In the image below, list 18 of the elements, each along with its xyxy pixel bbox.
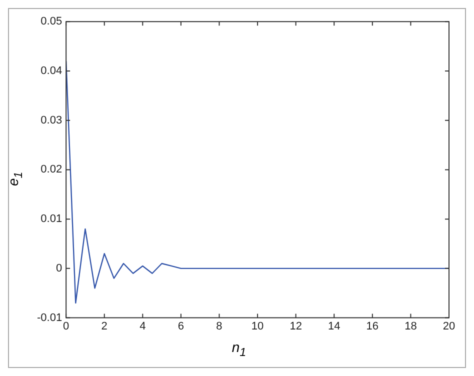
x-axis-title: n$_{1}$ (230, 339, 248, 359)
x-tick-label: 14 (328, 320, 340, 332)
y-tick-label: 0.04 (40, 65, 62, 77)
y-tick-label: 0.03 (40, 114, 62, 126)
x-tick-label: 2 (101, 320, 108, 332)
y-tick-label: 0.05 (40, 16, 62, 28)
y-tick-label: 0.01 (40, 213, 62, 226)
x-tick-label: 4 (140, 320, 146, 332)
y-tick-label: 0.02 (40, 164, 62, 176)
x-tick-label: 16 (366, 320, 379, 332)
x-tick-label: 20 (442, 320, 456, 332)
x-tick-label: 18 (404, 320, 417, 332)
x-tick-label: 12 (290, 320, 302, 332)
x-tick-label: 6 (178, 320, 184, 332)
y-tick-label: -0.01 (36, 312, 62, 324)
x-tick-label: 8 (216, 320, 222, 332)
x-tick-label: 10 (251, 320, 264, 332)
y-tick-label: 0 (56, 262, 62, 274)
